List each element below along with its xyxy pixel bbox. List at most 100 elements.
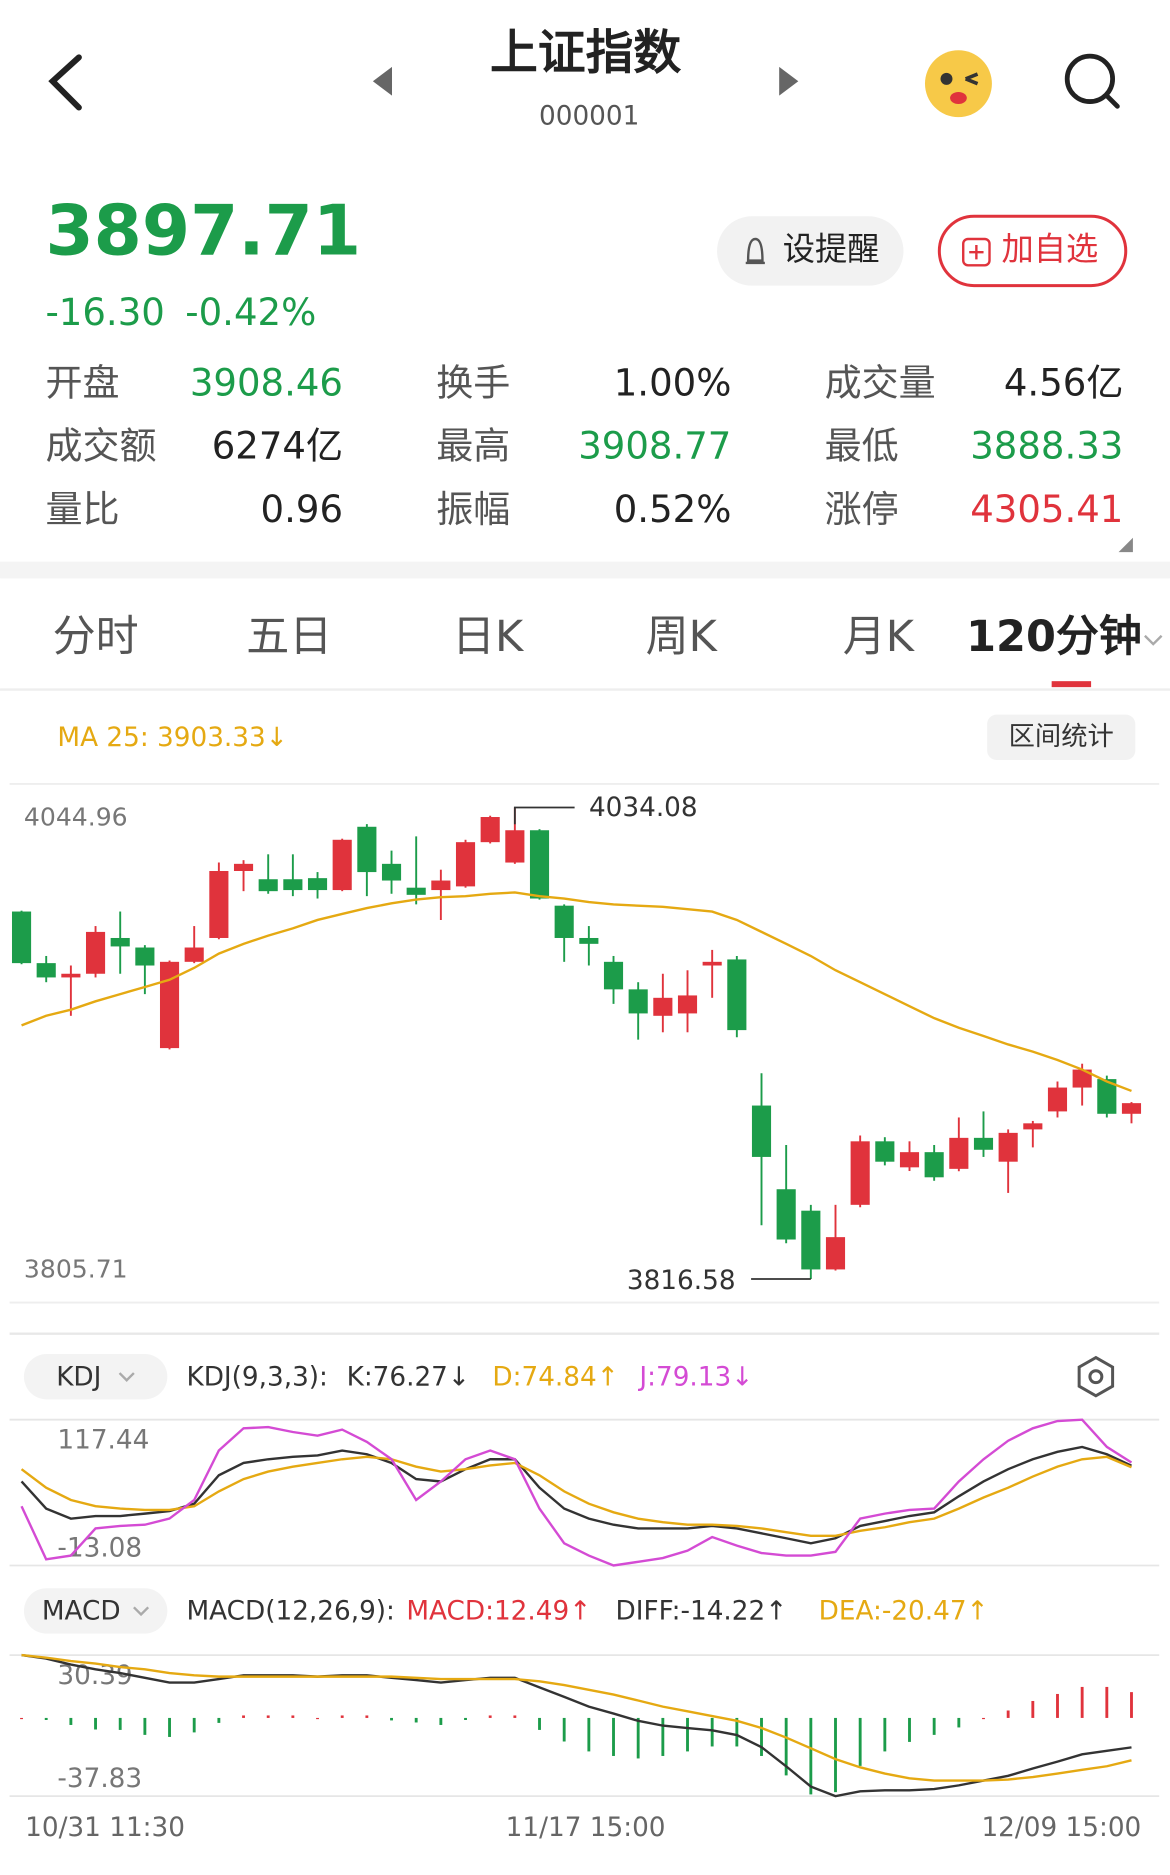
candle-body	[110, 937, 130, 947]
tab[interactable]: 分时	[53, 612, 139, 662]
histogram-bar	[118, 1717, 122, 1730]
search-handle	[1104, 93, 1120, 109]
y-tick-label: 4044.96	[24, 803, 128, 832]
tab-caret[interactable]	[1144, 634, 1163, 646]
histogram-bar	[1080, 1686, 1084, 1718]
histogram-bar	[20, 1717, 23, 1720]
bell-icon	[745, 237, 765, 265]
histogram-bar	[168, 1717, 171, 1737]
tab[interactable]: 120分钟	[966, 612, 1142, 662]
candle-body	[209, 870, 229, 938]
kdj-caret	[118, 1372, 135, 1382]
histogram-bar	[340, 1715, 344, 1718]
histogram-bar	[1105, 1686, 1109, 1718]
high-label: 4034.08	[589, 793, 698, 823]
legend-entry: MACD:12.49↑	[406, 1597, 591, 1627]
histogram-bar	[957, 1717, 961, 1728]
separator	[0, 561, 1170, 579]
candle-body	[1047, 1087, 1068, 1112]
candle-body	[973, 1137, 994, 1150]
candle-body	[1023, 1123, 1043, 1130]
title: 上证指数	[490, 26, 681, 81]
histogram-bar	[94, 1717, 97, 1730]
add-plus	[969, 244, 984, 260]
histogram-bar	[612, 1717, 615, 1756]
histogram-bar	[143, 1717, 147, 1735]
histogram-bar	[735, 1717, 739, 1747]
candle-body	[998, 1132, 1018, 1162]
histogram-bar	[1006, 1710, 1010, 1718]
stat-label: 量比	[45, 488, 119, 531]
stat-value: 3888.33	[970, 425, 1123, 468]
candle-body	[357, 826, 377, 873]
kdj-selector[interactable]	[23, 1353, 168, 1400]
candle-body	[505, 830, 525, 863]
candle-body	[751, 1105, 772, 1157]
next-arrow[interactable]	[779, 66, 799, 96]
indicator-title: MACD	[42, 1597, 121, 1627]
mascot[interactable]	[924, 50, 992, 118]
search-icon[interactable]	[1064, 53, 1115, 104]
candle-body	[61, 973, 81, 978]
tab[interactable]: 周K	[646, 612, 719, 662]
candle-body	[677, 995, 698, 1014]
indicator-line	[21, 1653, 1132, 1798]
add-button[interactable]	[937, 214, 1128, 288]
low-label: 3816.58	[627, 1266, 736, 1296]
candle-body	[431, 880, 451, 891]
alert-button[interactable]	[717, 216, 904, 286]
indicator-line	[21, 1653, 1132, 1782]
histogram-bar	[1031, 1700, 1035, 1718]
histogram-bar	[587, 1717, 591, 1752]
change-pct: -0.42%	[185, 291, 316, 334]
settings-icon[interactable]	[1077, 1355, 1115, 1398]
histogram-bar	[562, 1717, 566, 1742]
candle-body	[1097, 1079, 1117, 1114]
histogram-bar	[760, 1717, 763, 1756]
range-stats-button[interactable]	[987, 714, 1136, 761]
histogram-bar	[710, 1717, 714, 1747]
histogram-bar	[834, 1717, 837, 1793]
indicator-line	[20, 1455, 1132, 1538]
candle-body	[307, 878, 328, 891]
histogram-bar	[1056, 1693, 1059, 1718]
tab[interactable]: 五日	[246, 612, 332, 662]
candle-body	[11, 911, 32, 964]
candle-body	[702, 961, 722, 966]
candle-body	[850, 1141, 870, 1205]
stat-value: 3908.46	[190, 361, 343, 404]
legend-entry: K:76.27↓	[347, 1362, 470, 1392]
histogram-bar	[291, 1715, 295, 1718]
candle-body	[875, 1141, 895, 1162]
mascot-face	[924, 50, 992, 118]
candle-body	[85, 931, 106, 974]
prev-arrow[interactable]	[372, 66, 393, 96]
price: 3897.71	[45, 191, 361, 271]
histogram-bar	[538, 1717, 541, 1730]
histogram-bar	[858, 1717, 862, 1766]
stat-label: 最高	[436, 425, 510, 468]
tab[interactable]: 月K	[843, 612, 916, 662]
back-button[interactable]	[48, 54, 82, 111]
indicator-line	[20, 1445, 1132, 1545]
candle-body	[332, 839, 352, 891]
tab[interactable]: 日K	[452, 612, 525, 662]
candle-body	[480, 817, 500, 843]
x-label: 11/17 15:00	[506, 1813, 666, 1843]
candle-body	[628, 989, 648, 1014]
histogram-bar	[464, 1717, 467, 1720]
histogram-bar	[661, 1717, 665, 1756]
histogram-bar	[69, 1717, 73, 1725]
histogram-bar	[809, 1717, 813, 1795]
mascot-wink	[964, 72, 979, 86]
legend-entry: D:74.84↑	[492, 1362, 618, 1392]
histogram-bar	[686, 1717, 689, 1752]
tabs: 分时 五日 日K 周K 月K 120分钟	[53, 612, 1142, 688]
macd-caret	[133, 1606, 150, 1617]
candle-body	[899, 1152, 920, 1168]
ma-line	[21, 891, 1132, 1093]
stat-value: 4305.41	[970, 488, 1123, 531]
macd-selector[interactable]	[23, 1588, 168, 1634]
